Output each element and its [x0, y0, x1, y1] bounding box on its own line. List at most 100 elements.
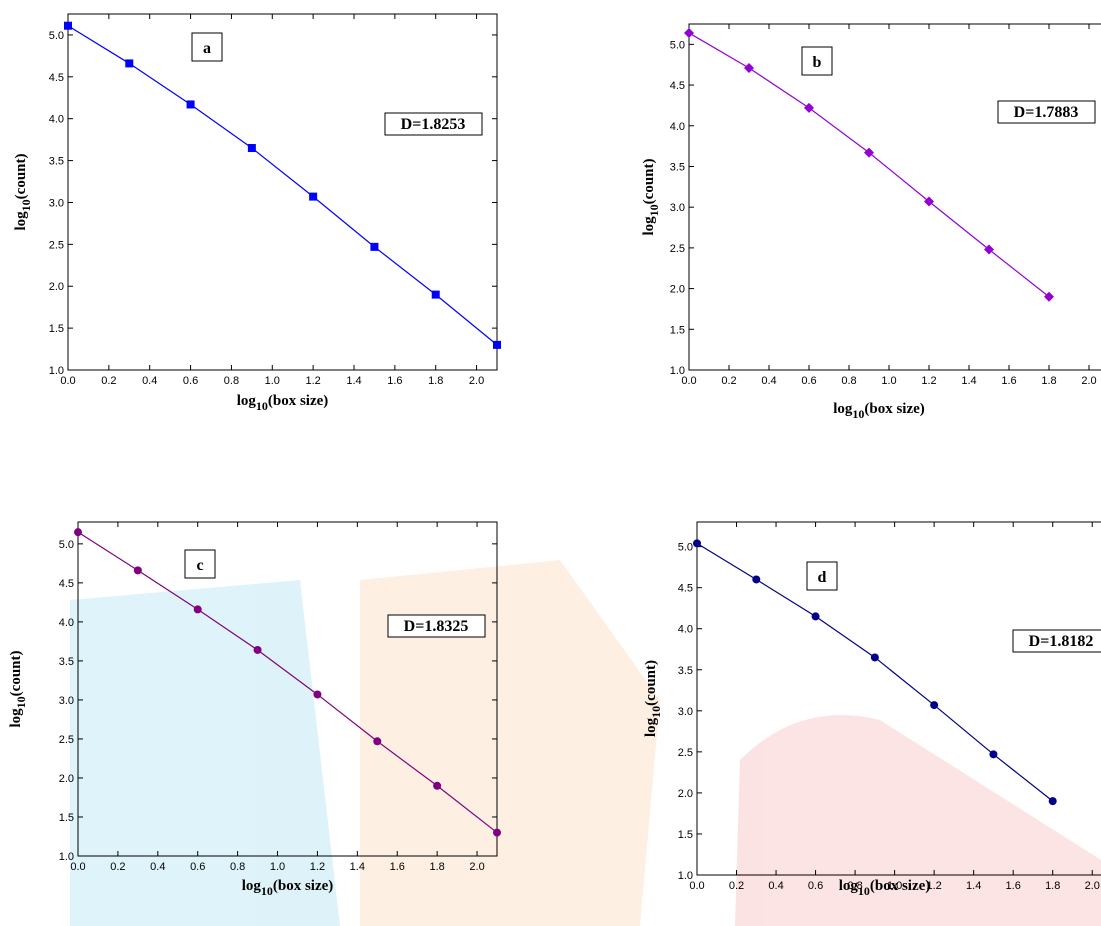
y-tick-label: 1.0: [59, 851, 74, 863]
label-part: log: [13, 211, 29, 231]
x-tick-label: 1.8: [1045, 880, 1060, 892]
label-sub: 10: [647, 204, 661, 216]
label-part: (box size): [268, 393, 328, 409]
label-part: (count): [13, 153, 29, 199]
y-tick-label: 1.5: [670, 324, 685, 336]
marker: [193, 605, 202, 614]
data-line: [67, 25, 498, 346]
watermark: [70, 560, 1101, 926]
marker: [370, 242, 379, 251]
y-tick-label: 3.0: [670, 202, 685, 214]
label-part: log: [839, 878, 859, 894]
x-tick-label: 1.2: [310, 861, 325, 873]
label-part: log: [242, 878, 262, 894]
y-tick-label: 2.0: [49, 281, 64, 293]
watermark-shape: [70, 580, 340, 926]
x-tick-label: 1.2: [921, 375, 936, 387]
panel-letter: a: [203, 40, 211, 57]
marker: [493, 340, 501, 349]
y-tick-label: 1.5: [678, 829, 693, 841]
y-tick-label: 1.5: [49, 323, 64, 335]
x-tick-label: 0.8: [224, 375, 239, 387]
label-sub: 10: [14, 696, 28, 708]
y-tick-label: 4.5: [59, 578, 74, 590]
label-sub: 10: [649, 706, 663, 718]
y-tick-label: 5.0: [49, 30, 64, 42]
marker: [684, 27, 694, 38]
marker: [309, 192, 318, 201]
x-axis-label: log10(box size): [237, 393, 329, 413]
x-tick-label: 0.6: [801, 375, 816, 387]
y-axis-label: log10(count): [643, 660, 663, 737]
y-tick-label: 4.5: [670, 80, 685, 92]
marker: [870, 653, 879, 662]
y-tick-label: 4.0: [49, 114, 64, 126]
label-sub: 10: [256, 399, 268, 413]
x-tick-label: 2.0: [1085, 880, 1100, 892]
x-tick-label: 1.0: [270, 861, 285, 873]
label-part: (count): [641, 158, 657, 204]
y-tick-label: 5.0: [670, 39, 685, 51]
marker: [989, 750, 998, 759]
x-tick-label: 1.8: [429, 861, 444, 873]
y-tick-label: 1.0: [670, 365, 685, 377]
plot-frame: [688, 23, 1101, 371]
marker: [930, 701, 939, 710]
marker: [984, 244, 994, 255]
y-tick-label: 2.0: [678, 788, 693, 800]
annotation-box: [1012, 629, 1101, 653]
marker: [64, 21, 72, 30]
x-tick-label: 0.6: [183, 375, 198, 387]
marker: [1048, 797, 1057, 806]
label-part: (box size): [864, 401, 924, 417]
marker: [431, 290, 440, 299]
y-tick-label: 2.0: [59, 773, 74, 785]
annotation-box: [184, 549, 216, 579]
y-tick-label: 3.5: [59, 656, 74, 668]
marker: [752, 575, 761, 584]
x-tick-label: 1.4: [346, 375, 361, 387]
y-axis-label: log10(count): [13, 153, 33, 230]
dimension-label: D=1.7883: [1014, 104, 1079, 121]
y-tick-label: 2.5: [59, 734, 74, 746]
y-tick-label: 4.0: [678, 624, 693, 636]
y-tick-label: 5.0: [678, 542, 693, 554]
x-tick-label: 0.8: [847, 880, 862, 892]
label-part: (box size): [870, 878, 930, 894]
x-tick-label: 1.4: [350, 861, 365, 873]
data-line: [688, 32, 1050, 298]
y-tick-label: 5.0: [59, 539, 74, 551]
marker: [74, 528, 82, 537]
x-tick-label: 2.0: [469, 375, 484, 387]
marker: [811, 612, 820, 621]
y-tick-label: 1.5: [59, 812, 74, 824]
annotation-box: [806, 561, 838, 591]
x-tick-label: 0.8: [841, 375, 856, 387]
x-axis-label: log10(box size): [833, 401, 925, 421]
y-tick-label: 3.5: [670, 161, 685, 173]
marker: [186, 100, 195, 109]
annotation-box: [191, 32, 223, 62]
x-tick-label: 1.2: [926, 880, 941, 892]
marker: [253, 645, 262, 654]
plot-frame: [77, 521, 498, 857]
x-tick-label: 0.4: [761, 375, 776, 387]
x-tick-label: 0.6: [808, 880, 823, 892]
x-tick-label: 1.4: [961, 375, 976, 387]
x-tick-label: 0.4: [142, 375, 157, 387]
label-sub: 10: [19, 199, 33, 211]
x-tick-label: 1.6: [1001, 375, 1016, 387]
marker: [693, 539, 701, 548]
marker: [804, 102, 814, 113]
plot-frame: [696, 521, 1101, 876]
label-part: (box size): [273, 878, 333, 894]
x-tick-label: 1.6: [390, 861, 405, 873]
y-tick-label: 2.5: [678, 747, 693, 759]
x-tick-label: 0.8: [230, 861, 245, 873]
panel: 0.0 0.2 0.4 0.6 0.8 1.0 1.2 1.4 1.6 1.8 2.0 1.0 1.5 2…: [8, 521, 501, 898]
marker: [133, 566, 142, 575]
watermark-shape: [360, 560, 660, 926]
x-tick-label: 1.8: [1041, 375, 1056, 387]
y-tick-label: 3.0: [59, 695, 74, 707]
